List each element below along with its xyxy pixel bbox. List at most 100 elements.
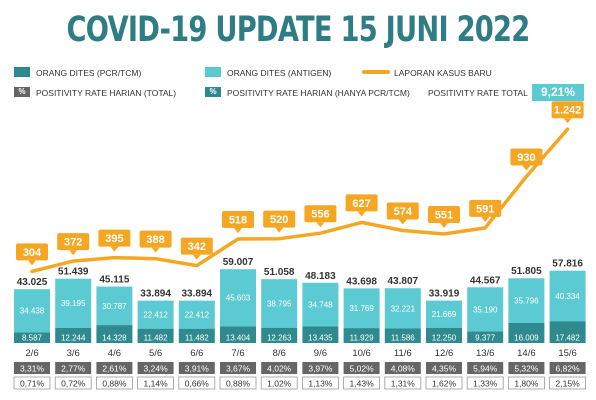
pcr-label: 12.263 — [267, 334, 292, 343]
antigen-label: 22.412 — [143, 311, 168, 320]
bar-antigen — [302, 282, 339, 327]
antigen-label: 38.795 — [267, 299, 292, 308]
pcr-label: 12.244 — [61, 334, 86, 343]
rate-total-box — [384, 362, 421, 374]
bar-pcr — [14, 332, 50, 343]
pcr-label: 9.377 — [475, 334, 496, 343]
case-label: 627 — [352, 198, 370, 210]
pcr-label: 13.435 — [308, 334, 333, 343]
case-label: 930 — [517, 152, 535, 164]
rate-pcr-label: 0,71% — [20, 379, 45, 389]
antigen-label: 35.796 — [514, 297, 539, 306]
rate-pcr-label: 1,62% — [432, 379, 457, 389]
total-label: 44.567 — [470, 275, 501, 286]
bar-antigen — [508, 278, 545, 323]
positivity-total-value: 9,21% — [532, 84, 584, 101]
rate-pcr-box — [425, 376, 463, 390]
bar-pcr — [302, 326, 339, 343]
rate-total-label: 2,77% — [61, 364, 86, 374]
rate-total-label: 3,24% — [144, 364, 169, 374]
legend-pcr-label: ORANG DITES (PCR/TCM) — [36, 68, 142, 78]
rate-total-box — [261, 362, 298, 374]
rate-total-label: 4,08% — [391, 364, 416, 374]
total-label: 57.816 — [552, 259, 583, 270]
total-label: 33.919 — [429, 289, 460, 300]
total-label: 33.894 — [182, 289, 213, 300]
case-label-box — [222, 210, 254, 228]
case-label: 304 — [23, 247, 42, 259]
case-label-pointer — [316, 222, 325, 228]
rate-pcr-label: 0,88% — [102, 379, 127, 389]
bar-pcr — [55, 327, 92, 343]
bar-antigen — [549, 270, 586, 322]
cases-line — [30, 127, 570, 274]
case-label: 342 — [188, 241, 206, 253]
rate-total-box — [508, 362, 545, 374]
rate-pcr-label: 1,13% — [308, 379, 333, 389]
x-tick-label: 5/6 — [149, 348, 162, 359]
rate-total-label: 5,94% — [473, 364, 498, 374]
rate-total-label: 3,91% — [185, 364, 210, 374]
total-label: 43.698 — [346, 276, 377, 287]
case-label: 372 — [64, 237, 82, 249]
x-tick-label: 4/6 — [108, 348, 121, 359]
case-label-box — [180, 237, 213, 255]
rate-pcr-box — [137, 376, 175, 390]
x-tick-label: 12/6 — [435, 348, 454, 359]
rate-pcr-box — [54, 376, 92, 390]
case-label: 551 — [435, 209, 453, 221]
rate-total-box — [55, 362, 92, 374]
bar-antigen — [467, 287, 504, 332]
antigen-label: 35.190 — [473, 305, 498, 314]
case-label: 518 — [229, 214, 247, 226]
rate-pcr-label: 1,33% — [473, 379, 498, 389]
bar-pcr — [549, 321, 586, 343]
bar-antigen — [343, 288, 380, 329]
rate-pcr-label: 2,15% — [556, 379, 581, 389]
case-label-pointer — [398, 219, 407, 225]
case-label-pointer — [151, 247, 160, 253]
total-label: 45.115 — [99, 275, 129, 286]
rate-total-label: 4,02% — [267, 364, 292, 374]
legend-swatch-pcr — [14, 67, 30, 77]
legend-line-cases — [362, 70, 390, 74]
x-tick-label: 11/6 — [394, 348, 412, 359]
case-label-pointer — [481, 216, 490, 222]
rate-pcr-label: 1,31% — [391, 379, 416, 389]
legend-antigen-label: ORANG DITES (ANTIGEN) — [227, 68, 332, 78]
x-tick-label: 14/6 — [517, 348, 536, 359]
antigen-label: 22.412 — [185, 311, 210, 320]
pcr-label: 11.482 — [185, 334, 209, 343]
x-tick-label: 15/6 — [558, 348, 577, 359]
case-label-pointer — [192, 254, 201, 260]
bar-pcr — [508, 322, 545, 343]
rate-pcr-box — [301, 376, 339, 390]
rate-pcr-label: 0,72% — [61, 379, 86, 389]
case-label: 591 — [476, 203, 494, 215]
rate-pcr-box — [13, 376, 51, 390]
pcr-label: 11.482 — [144, 334, 168, 343]
rate-pcr-box — [178, 376, 216, 390]
x-tick-label: 10/6 — [352, 348, 371, 359]
case-label-box — [469, 199, 502, 217]
legend-swatch-rate-total: % — [14, 87, 30, 97]
rate-total-box — [549, 362, 586, 374]
case-label-box — [345, 194, 378, 212]
pcr-label: 17.482 — [555, 334, 580, 343]
case-label-pointer — [357, 211, 366, 217]
case-label: 1.242 — [554, 105, 582, 117]
rate-pcr-box — [260, 376, 298, 390]
case-label-pointer — [563, 118, 572, 124]
pcr-label: 12.250 — [432, 334, 457, 343]
case-label-pointer — [522, 165, 531, 171]
pcr-label: 16.009 — [514, 334, 539, 343]
case-label-box — [510, 148, 543, 166]
bar-pcr — [220, 326, 256, 343]
x-tick-label: 7/6 — [231, 348, 244, 359]
rate-total-label: 2,61% — [102, 364, 127, 374]
bar-pcr — [261, 327, 298, 343]
case-label-pointer — [440, 222, 448, 228]
bar-antigen — [220, 269, 256, 327]
rate-pcr-box — [219, 376, 257, 390]
